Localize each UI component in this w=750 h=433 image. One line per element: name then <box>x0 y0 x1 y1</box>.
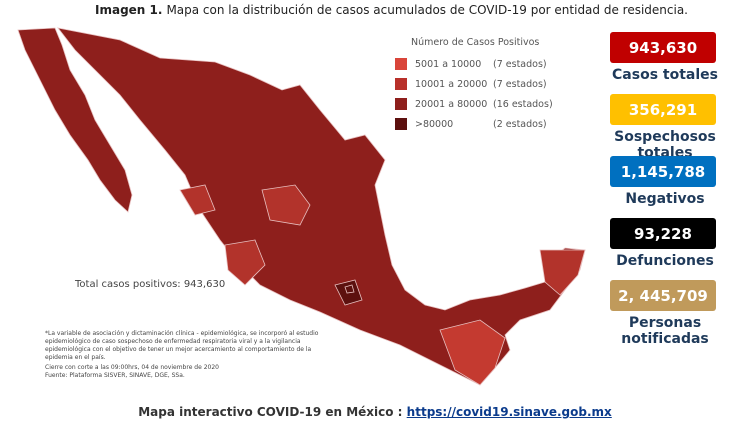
stat-label: Casos totales <box>612 67 718 83</box>
legend-range: 20001 a 80000 <box>415 98 488 110</box>
legend-range: 10001 a 20000 <box>415 78 488 90</box>
legend-count: (7 estados) <box>493 78 547 90</box>
legend-title: Número de Casos Positivos <box>411 37 540 48</box>
legend-swatch <box>395 58 407 70</box>
map-total: Total casos positivos: 943,630 <box>75 279 226 290</box>
footer: Mapa interactivo COVID-19 en México : ht… <box>0 405 750 419</box>
footer-text: Mapa interactivo COVID-19 en México : <box>138 405 403 419</box>
legend: Número de Casos Positivos 5001 a 10000 (7… <box>395 37 553 134</box>
legend-item: >80000 (2 estados) <box>395 114 553 134</box>
legend-count: (16 estados) <box>493 98 553 110</box>
stat-label: Personas notificadas <box>621 315 709 347</box>
map-cutoff: Cierre con corte a las 09:00hrs, 04 de n… <box>45 364 219 371</box>
state-dark <box>344 284 355 294</box>
stat-value: 2, 445,709 <box>610 280 716 311</box>
caption: Imagen 1. Mapa con la distribución de cas… <box>95 3 688 17</box>
stat-value: 1,145,788 <box>610 156 716 187</box>
legend-count: (2 estados) <box>493 118 547 130</box>
caption-title: Mapa con la distribución de casos acumul… <box>166 3 688 17</box>
legend-range: >80000 <box>415 118 454 130</box>
stat-value: 943,630 <box>610 32 716 63</box>
footer-link[interactable]: https://covid19.sinave.gob.mx <box>406 405 612 419</box>
state-light <box>224 239 266 286</box>
states <box>17 27 586 386</box>
state-light <box>539 249 586 296</box>
stat-label: Defunciones <box>616 253 714 269</box>
legend-swatch <box>395 78 407 90</box>
stat-value: 93,228 <box>610 218 716 249</box>
caption-label: Imagen 1. <box>95 3 163 17</box>
legend-item: 20001 a 80000 (16 estados) <box>395 94 553 114</box>
map-source: Fuente: Plataforma SISVER, SINAVE, DGE, … <box>45 372 185 379</box>
baja-california <box>17 27 133 213</box>
legend-range: 5001 a 10000 <box>415 58 482 70</box>
map-note: *La variable de asociación y dictaminaci… <box>45 330 319 361</box>
state-light <box>179 184 216 216</box>
legend-swatch <box>395 98 407 110</box>
stat-label: Negativos <box>625 191 705 207</box>
stat-value: 356,291 <box>610 94 716 125</box>
map <box>17 27 586 386</box>
state-light <box>261 184 311 226</box>
legend-item: 10001 a 20000 (7 estados) <box>395 74 553 94</box>
legend-item: 5001 a 10000 (7 estados) <box>395 54 553 74</box>
legend-count: (7 estados) <box>493 58 547 70</box>
legend-swatch <box>395 118 407 130</box>
state-light <box>439 319 506 386</box>
